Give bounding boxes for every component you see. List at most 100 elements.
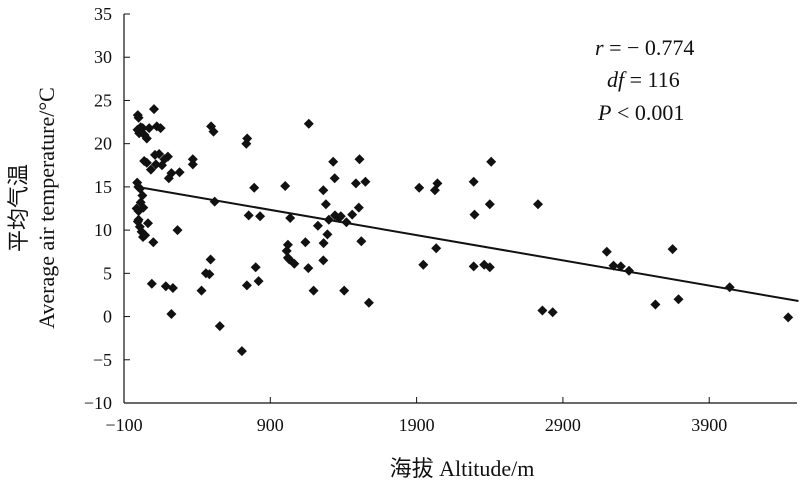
data-point [300, 237, 311, 248]
data-point [347, 209, 358, 220]
y-axis-ticks: −10 −5 0 5 10 15 20 25 30 35 [84, 4, 130, 413]
y-axis-title-cn: 平均气温 [6, 164, 31, 252]
data-point [236, 346, 247, 357]
data-point [166, 309, 177, 319]
data-point [250, 262, 261, 273]
data-point [289, 258, 300, 269]
y-tick-label: 30 [94, 47, 112, 67]
data-point [469, 209, 480, 220]
data-point [431, 243, 442, 254]
data-point [414, 182, 425, 193]
data-point [204, 269, 215, 280]
data-point [418, 259, 429, 270]
data-point [187, 159, 198, 170]
data-point [243, 210, 254, 221]
data-point [138, 202, 149, 213]
data-point [353, 202, 364, 213]
data-point [303, 118, 314, 129]
data-point [141, 157, 152, 168]
data-point [144, 123, 155, 134]
x-tick-label: 1900 [399, 415, 435, 435]
data-point [167, 283, 178, 293]
data-point [141, 133, 152, 144]
data-point [318, 238, 329, 249]
y-tick-label: 15 [94, 177, 112, 197]
data-point [308, 285, 319, 296]
data-point [667, 244, 678, 255]
data-point [150, 159, 161, 170]
data-point [486, 156, 497, 167]
data-point [783, 312, 794, 323]
data-point [350, 178, 361, 189]
df-value: = 116 [624, 67, 680, 92]
data-point [650, 299, 661, 310]
r-label: r [595, 35, 604, 60]
y-tick-label: 5 [103, 263, 112, 283]
data-point [356, 236, 367, 247]
y-tick-label: −5 [93, 350, 112, 370]
p-annotation: P < 0.001 [597, 100, 684, 125]
data-point [140, 230, 151, 241]
y-axis-title-en: Average air temperature/°C [34, 87, 59, 329]
stats-annotation: r = − 0.774 df = 116 P < 0.001 [595, 35, 694, 125]
data-point [154, 149, 165, 159]
data-point [354, 154, 365, 165]
data-point [157, 160, 167, 171]
y-tick-label: 25 [94, 90, 112, 110]
regression-line [136, 185, 799, 302]
x-tick-label: 3900 [691, 415, 727, 435]
data-point [533, 199, 543, 210]
p-value: < 0.001 [611, 100, 684, 125]
data-point [145, 164, 156, 175]
data-point [163, 173, 174, 184]
data-point [432, 178, 443, 189]
r-annotation: r = − 0.774 [595, 35, 694, 60]
y-tick-label: 35 [94, 4, 112, 24]
data-point [137, 190, 148, 201]
data-point [339, 285, 350, 296]
data-point [328, 156, 339, 167]
data-point [285, 213, 296, 223]
data-point [360, 176, 371, 187]
data-point [673, 294, 684, 305]
data-point [468, 176, 479, 187]
data-point [322, 229, 333, 240]
df-label: df [607, 67, 627, 92]
data-points [131, 104, 794, 357]
data-point [162, 151, 173, 162]
data-point [155, 123, 166, 134]
data-point [318, 185, 329, 196]
data-point [363, 297, 374, 308]
x-axis-title: 海拔 Altitude/m [390, 456, 535, 481]
y-axis-title: 平均气温 Average air temperature/°C [6, 87, 59, 329]
data-point [249, 182, 260, 193]
x-axis-ticks: −100 900 1900 2900 3900 [105, 397, 727, 435]
data-point [160, 281, 171, 292]
data-point [468, 261, 479, 272]
x-tick-label: 2900 [545, 415, 581, 435]
data-point [148, 237, 159, 248]
data-point [484, 199, 495, 210]
data-point [196, 285, 207, 296]
data-point [143, 218, 153, 229]
data-point [241, 138, 252, 149]
data-point [133, 112, 144, 123]
y-tick-label: −10 [84, 393, 112, 413]
data-point [329, 173, 340, 184]
y-tick-label: 10 [94, 220, 112, 240]
p-label: P [597, 100, 611, 125]
data-point [187, 154, 198, 165]
data-point [172, 225, 183, 236]
df-annotation: df = 116 [607, 67, 680, 92]
data-point [280, 181, 291, 191]
data-point [241, 280, 252, 291]
data-point [214, 321, 225, 332]
data-point [547, 307, 558, 318]
data-point [335, 211, 346, 222]
data-point [318, 255, 329, 266]
data-point [137, 123, 148, 134]
data-point [208, 126, 219, 137]
data-point [601, 246, 612, 257]
data-point [281, 245, 292, 256]
